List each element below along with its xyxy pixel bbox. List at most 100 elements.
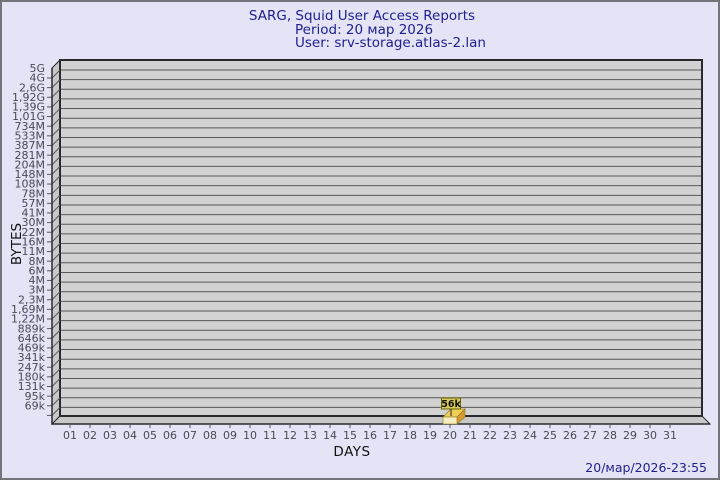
y-tick-label: 204M xyxy=(15,158,46,171)
x-tick-label: 23 xyxy=(503,429,517,442)
y-tick-label: 533M xyxy=(15,129,46,142)
x-tick-label: 04 xyxy=(123,429,137,442)
x-tick-label: 08 xyxy=(203,429,217,442)
bar-value-label: 56k xyxy=(441,399,461,410)
grid-diagonal xyxy=(51,387,61,397)
y-tick-label: 148M xyxy=(15,168,46,181)
x-tick-label: 28 xyxy=(603,429,617,442)
grid-diagonal xyxy=(51,214,61,223)
x-tick-label: 01 xyxy=(63,429,77,442)
grid-diagonal xyxy=(51,204,61,214)
x-tick-label: 16 xyxy=(363,429,377,442)
grid-diagonal xyxy=(51,262,61,272)
y-tick-label: 3M xyxy=(29,284,46,297)
x-tick-label: 03 xyxy=(103,429,117,442)
grid-diagonal xyxy=(51,137,61,146)
grid-diagonal xyxy=(51,281,61,291)
y-tick-label: 22M xyxy=(22,226,46,239)
x-tick-label: 27 xyxy=(583,429,597,442)
grid-diagonal xyxy=(51,339,61,349)
grid-diagonal xyxy=(51,243,61,252)
x-tick-label: 20 xyxy=(443,429,457,442)
x-tick-label: 02 xyxy=(83,429,97,442)
x-tick-label: 22 xyxy=(483,429,497,442)
y-tick-label: 131k xyxy=(18,380,46,393)
chart-user: User: srv-storage.atlas-2.lan xyxy=(295,35,486,51)
y-tick-label: 95k xyxy=(25,390,46,403)
y-tick-label: 341k xyxy=(18,351,46,364)
grid-diagonal xyxy=(51,98,61,108)
y-tick-label: 387M xyxy=(15,139,46,152)
grid-diagonal xyxy=(51,397,61,407)
grid-diagonal xyxy=(51,329,61,339)
y-tick-label: 5G xyxy=(29,62,45,75)
y-tick-label: 4M xyxy=(29,274,46,287)
grid-diagonal xyxy=(51,310,61,320)
y-tick-label: 78M xyxy=(22,187,46,200)
x-tick-label: 06 xyxy=(163,429,177,442)
x-tick-label: 05 xyxy=(143,429,157,442)
grid-diagonal xyxy=(51,156,61,166)
x-tick-label: 07 xyxy=(183,429,197,442)
x-tick-label: 25 xyxy=(543,429,557,442)
y-tick-label: 1,22M xyxy=(11,313,45,326)
x-tick-label: 14 xyxy=(323,429,337,442)
grid-diagonal xyxy=(51,272,61,281)
x-tick-label: 12 xyxy=(283,429,297,442)
grid-diagonal xyxy=(51,166,61,175)
plot-area xyxy=(59,59,703,417)
floor-wall xyxy=(50,415,712,425)
y-tick-label: 8M xyxy=(29,255,46,268)
grid-diagonal xyxy=(51,378,61,387)
grid-diagonal xyxy=(51,233,61,243)
grid-diagonal xyxy=(51,108,61,117)
x-tick-label: 30 xyxy=(643,429,657,442)
x-tick-label: 13 xyxy=(303,429,317,442)
grid-diagonal xyxy=(51,358,61,368)
grid-diagonal xyxy=(51,320,61,329)
x-tick-label: 26 xyxy=(563,429,577,442)
y-tick-label: 646k xyxy=(18,332,46,345)
grid-diagonal xyxy=(51,291,61,301)
grid-diagonal xyxy=(51,368,61,378)
x-tick-label: 10 xyxy=(243,429,257,442)
y-tick-label: 1,39G xyxy=(12,101,45,114)
y-tick-label: 6M xyxy=(29,264,46,277)
x-tick-label: 24 xyxy=(523,429,537,442)
x-tick-label: 31 xyxy=(663,429,677,442)
grid-diagonal xyxy=(51,69,61,79)
y-tick-label: 30M xyxy=(22,216,46,229)
x-tick-label: 11 xyxy=(263,429,277,442)
grid-diagonal xyxy=(51,252,61,262)
grid-diagonal xyxy=(51,223,61,233)
y-tick-label: 469k xyxy=(18,342,46,355)
grid-diagonal xyxy=(51,146,61,156)
y-tick-label: 11M xyxy=(22,245,46,258)
report-timestamp: 20/мар/2026-23:55 xyxy=(585,460,707,475)
y-tick-label: 57M xyxy=(22,197,46,210)
grid-diagonal xyxy=(51,349,61,358)
grid-diagonal xyxy=(51,88,61,98)
grid-diagonal xyxy=(51,194,61,204)
x-tick-label: 18 xyxy=(403,429,417,442)
grid-diagonal xyxy=(51,301,61,310)
grid-diagonal xyxy=(51,79,61,88)
x-tick-label: 21 xyxy=(463,429,477,442)
y-tick-label: 16M xyxy=(22,236,46,249)
y-tick-label: 41M xyxy=(22,207,46,220)
grid-diagonal xyxy=(51,185,61,195)
y-tick-label: 2,3M xyxy=(18,293,45,306)
y-tick-label: 1,92G xyxy=(12,91,45,104)
x-axis-title: DAYS xyxy=(333,444,371,460)
x-tick-label: 17 xyxy=(383,429,397,442)
y-tick-label: 281M xyxy=(15,149,46,162)
x-tick-label: 09 xyxy=(223,429,237,442)
chart-title: SARG, Squid User Access Reports xyxy=(248,8,476,24)
y-tick-label: 69k xyxy=(25,399,46,412)
y-tick-label: 1,69M xyxy=(11,303,45,316)
x-tick-label: 19 xyxy=(423,429,437,442)
grid-diagonal xyxy=(51,127,61,137)
y-tick-label: 180k xyxy=(18,370,46,383)
bar-front xyxy=(442,416,458,425)
